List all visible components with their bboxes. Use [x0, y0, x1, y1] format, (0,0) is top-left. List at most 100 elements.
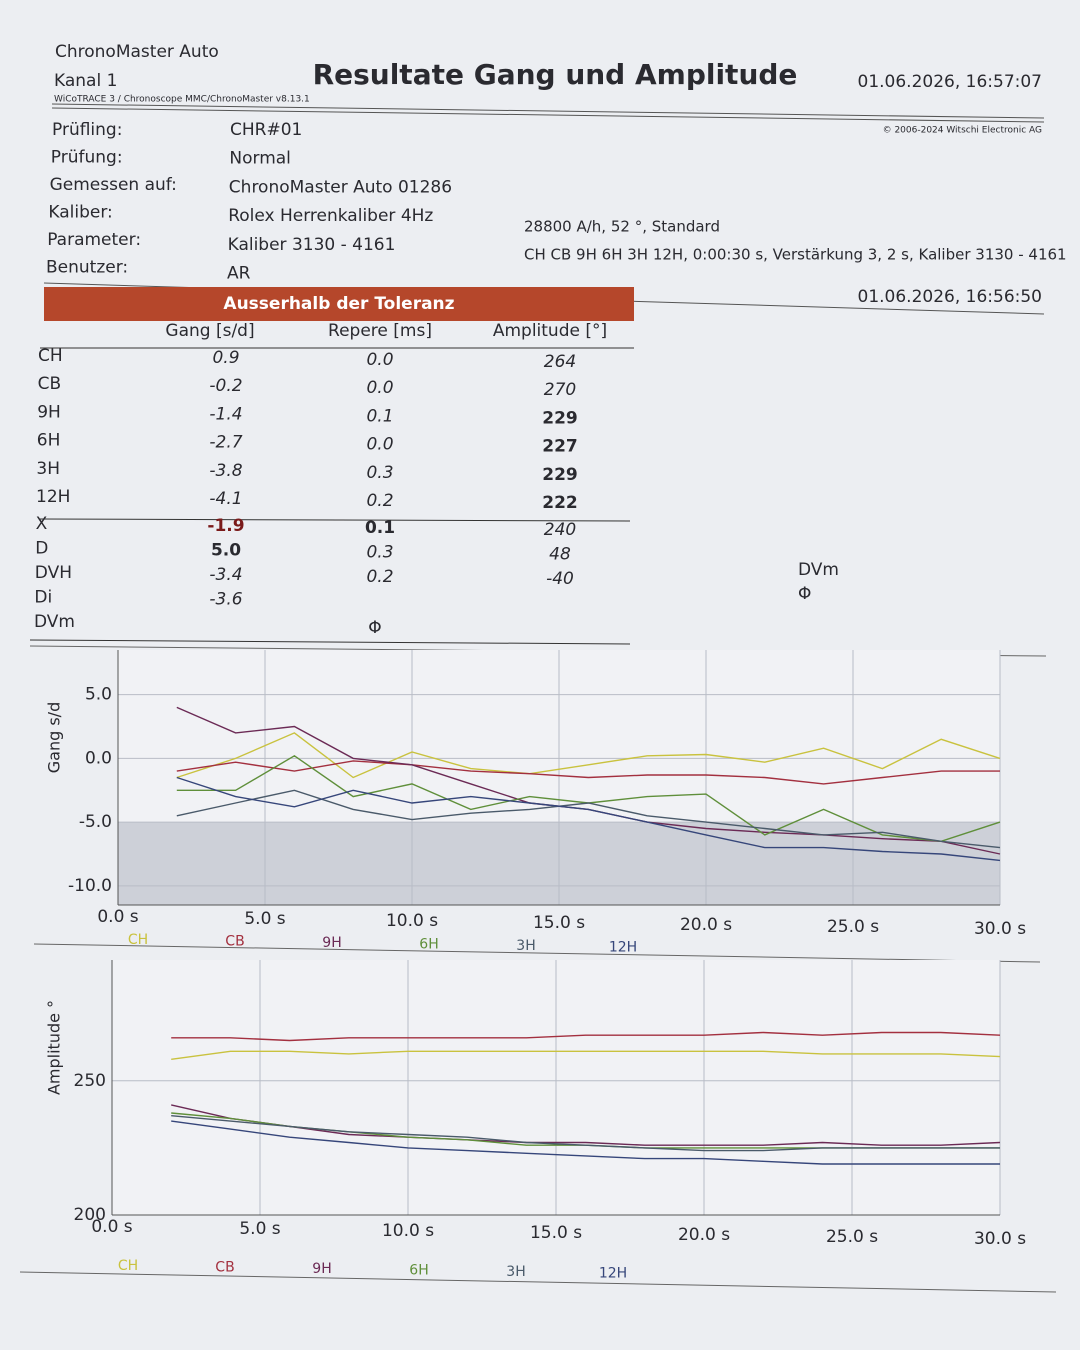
measured-date: 01.06.2026, 16:56:50 — [858, 287, 1043, 307]
x-tick-label: 25.0 s — [827, 917, 879, 937]
cell: 229 — [542, 465, 578, 485]
series-line — [176, 760, 1000, 785]
rule — [51, 103, 1045, 119]
info-label: Benutzer: — [46, 258, 128, 278]
cell: 264 — [544, 352, 576, 372]
series-line — [176, 732, 1001, 779]
cell: -1.9 — [207, 516, 244, 536]
legend-entry: CB — [215, 1260, 234, 1276]
cell: 240 — [544, 520, 576, 540]
info-value: Normal — [229, 149, 291, 169]
x-tick-label: 0.0 s — [97, 907, 138, 927]
info-value: ChronoMaster Auto 01286 — [229, 177, 452, 197]
series-line — [171, 1031, 1001, 1042]
cell: 0.0 — [366, 350, 393, 370]
legend-entry: 6H — [419, 937, 438, 953]
legend-entry: CH — [118, 1258, 138, 1274]
cell: -3.8 — [209, 461, 242, 481]
cell: 229 — [542, 408, 578, 428]
x-tick-label: 10.0 s — [382, 1221, 434, 1241]
series-line — [171, 1050, 1001, 1060]
info-label: Kaliber: — [48, 203, 112, 223]
y-tick-label: -10.0 — [68, 876, 112, 896]
y-axis-label: Amplitude ° — [45, 1000, 64, 1095]
rule — [51, 107, 1045, 123]
series-line — [171, 1120, 1000, 1165]
column-header: Gang [s/d] — [165, 321, 254, 341]
cell: 0.2 — [366, 491, 393, 511]
y-axis-label: Gang s/d — [45, 702, 64, 773]
y-tick-label: 250 — [74, 1071, 106, 1091]
legend-entry: 9H — [322, 935, 341, 951]
cell: 0.3 — [366, 463, 393, 483]
row-label: DVm — [34, 612, 75, 632]
channel: Kanal 1 — [54, 71, 117, 91]
cell: -3.6 — [209, 590, 242, 610]
x-tick-label: 5.0 s — [239, 1219, 280, 1239]
device: ChronoMaster Auto — [55, 42, 219, 62]
rule — [39, 518, 631, 522]
x-tick-label: 25.0 s — [826, 1227, 878, 1247]
row-label: 6H — [37, 431, 61, 451]
rule — [33, 943, 1041, 963]
y-tick-label: 0.0 — [85, 748, 112, 768]
y-tick-label: 200 — [74, 1205, 106, 1225]
phi: Φ — [368, 618, 381, 638]
row-label: CB — [38, 374, 62, 394]
y-tick-label: 5.0 — [85, 685, 112, 705]
x-tick-label: 15.0 s — [533, 913, 585, 933]
software: WiCoTRACE 3 / Chronoscope MMC/ChronoMast… — [54, 95, 310, 105]
x-tick-label: 30.0 s — [974, 1229, 1026, 1249]
rule — [29, 639, 631, 645]
info-value: Kaliber 3130 - 4161 — [228, 235, 396, 255]
side-label: DVm — [798, 560, 839, 580]
row-label: D — [35, 539, 48, 559]
series-line — [176, 776, 1001, 862]
x-tick-label: 20.0 s — [678, 1225, 730, 1245]
info-value: Rolex Herrenkaliber 4Hz — [228, 206, 433, 226]
banner — [44, 287, 634, 321]
x-tick-label: 30.0 s — [974, 919, 1026, 939]
x-tick-label: 15.0 s — [530, 1223, 582, 1243]
row-label: CH — [38, 346, 63, 366]
column-header: Repere [ms] — [328, 321, 432, 341]
cell: 0.0 — [366, 435, 393, 455]
row-label: 12H — [36, 487, 70, 507]
cell: 0.1 — [366, 406, 393, 426]
banner-text: Ausserhalb der Toleranz — [223, 294, 454, 314]
info-label: Prüfling: — [52, 120, 122, 140]
legend-entry: 12H — [609, 940, 637, 956]
parameters: 28800 A/h, 52 °, Standard — [524, 218, 720, 236]
cell: 222 — [542, 493, 578, 513]
legend-entry: 9H — [312, 1261, 331, 1277]
cell: 0.3 — [366, 543, 393, 563]
info-value: CHR#01 — [230, 120, 302, 140]
series-line — [171, 1115, 1000, 1152]
printed-date: 01.06.2026, 16:57:07 — [858, 72, 1043, 92]
row-label: 3H — [36, 459, 60, 479]
cell: 0.2 — [366, 567, 393, 587]
cell: -0.2 — [209, 376, 242, 396]
copyright: © 2006-2024 Witschi Electronic AG — [883, 126, 1042, 136]
side-label: Φ — [798, 584, 811, 604]
x-tick-label: 5.0 s — [244, 909, 285, 929]
legend-entry: CH — [128, 932, 148, 948]
row-label: 9H — [37, 402, 61, 422]
legend-entry: 6H — [409, 1263, 428, 1279]
cell: 0.0 — [366, 378, 393, 398]
rule — [19, 1271, 1057, 1293]
parameters: CH CB 9H 6H 3H 12H, 0:00:30 s, Verstärku… — [524, 246, 1067, 264]
cell: -2.7 — [209, 433, 242, 453]
cell: -40 — [546, 569, 574, 589]
cell: 0.1 — [365, 518, 395, 538]
legend-entry: 3H — [516, 938, 535, 954]
info-label: Gemessen auf: — [50, 175, 177, 195]
legend-entry: CB — [225, 934, 244, 950]
x-tick-label: 20.0 s — [680, 915, 732, 935]
info-value: AR — [227, 264, 251, 284]
info-label: Parameter: — [47, 230, 141, 250]
row-label: X — [36, 514, 48, 534]
legend-entry: 3H — [506, 1264, 525, 1280]
series-line — [176, 789, 1001, 849]
